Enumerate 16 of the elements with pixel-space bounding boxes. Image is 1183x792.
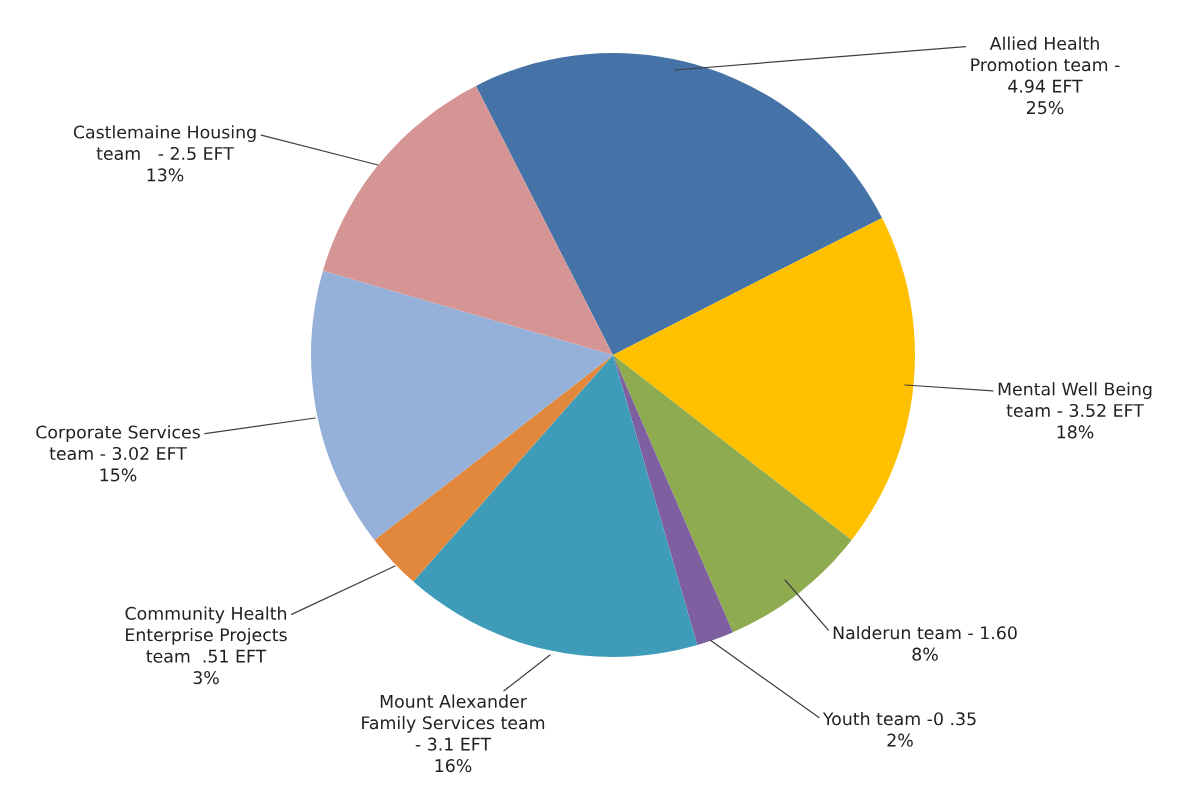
data-label: 16% xyxy=(435,759,472,773)
data-label: 25% xyxy=(1026,101,1064,115)
slice-label: Nalderun team - 1.60 xyxy=(833,625,1017,640)
data-label: 18% xyxy=(1057,425,1094,439)
data-label: 8% xyxy=(912,647,938,661)
data-label: 13% xyxy=(147,168,184,182)
slice-label: Allied Health Promotion team - 4.94 EFT xyxy=(971,36,1120,93)
slice-label: Mount Alexander Family Services team - 3.1 EFT xyxy=(362,694,545,751)
data-label: 15% xyxy=(100,468,137,482)
data-label: 2% xyxy=(887,733,913,747)
slice-label: Community Health Enterprise Projects team .51 EFT xyxy=(125,606,287,663)
slice-label: Mental Well Being team - 3.52 EFT xyxy=(998,382,1152,418)
slice-label: Castlemaine Housing team - 2.5 EFT xyxy=(73,125,256,161)
data-label: 3% xyxy=(193,671,219,685)
slice-label: Corporate Services team - 3.02 EFT xyxy=(36,425,200,461)
slice-label: Youth team -0 .35 xyxy=(822,711,976,726)
